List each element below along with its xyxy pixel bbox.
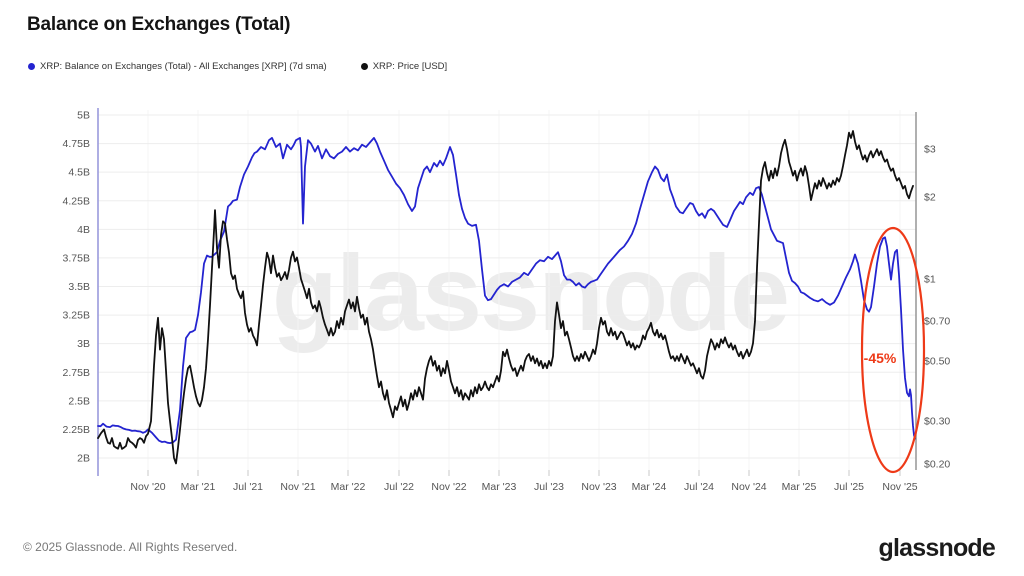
x-tick-label: Mar '22: [331, 481, 366, 493]
right-axis-tick-label: $0.20: [924, 459, 950, 471]
x-tick-label: Nov '20: [130, 481, 165, 493]
right-axis-tick-label: $0.30: [924, 416, 950, 428]
left-axis-tick-label: 3B: [77, 338, 90, 350]
glassnode-logo: glassnode: [878, 534, 996, 562]
chart-legend: XRP: Balance on Exchanges (Total) - All …: [28, 61, 447, 72]
left-axis-tick-label: 2.25B: [63, 424, 90, 436]
legend-dot-price-icon: [360, 63, 368, 70]
x-tick-label: Jul '21: [233, 481, 263, 493]
x-tick-label: Mar '25: [782, 481, 817, 493]
left-axis-tick-label: 3.5B: [68, 281, 90, 293]
x-tick-label: Jul '22: [384, 481, 414, 493]
left-axis-tick-label: 5B: [77, 110, 90, 122]
x-tick-label: Mar '23: [482, 481, 517, 493]
legend-label-balance: XRP: Balance on Exchanges (Total) - All …: [40, 61, 327, 72]
left-axis-tick-label: 2.75B: [63, 367, 90, 379]
balance-line: [97, 136, 916, 445]
left-axis-tick-label: 4.25B: [63, 195, 90, 207]
right-axis-tick-label: $1: [924, 274, 936, 286]
legend-item-balance[interactable]: XRP: Balance on Exchanges (Total) - All …: [28, 61, 327, 72]
left-axis-tick-label: 2.5B: [68, 395, 90, 407]
right-axis-tick-label: $3: [924, 144, 936, 156]
x-tick-label: Jul '25: [834, 481, 864, 493]
left-axis-tick-label: 4.75B: [63, 138, 90, 150]
x-tick-label: Jul '24: [684, 481, 714, 493]
left-axis-tick-label: 2B: [77, 453, 90, 465]
x-tick-label: Nov '22: [431, 481, 466, 493]
x-tick-label: Mar '21: [181, 481, 216, 493]
left-axis-tick-label: 3.75B: [63, 252, 90, 264]
watermark-text: glassnode: [272, 232, 788, 353]
x-tick-label: Nov '21: [280, 481, 315, 493]
left-axis-tick-label: 4.5B: [68, 167, 90, 179]
left-axis-tick-label: 3.25B: [63, 310, 90, 322]
right-axis-tick-label: $0.70: [924, 316, 950, 328]
price-line: [97, 130, 914, 465]
left-axis-tick-label: 4B: [77, 224, 90, 236]
legend-item-price[interactable]: XRP: Price [USD]: [360, 61, 448, 72]
copyright-text: © 2025 Glassnode. All Rights Reserved.: [23, 540, 238, 554]
legend-label-price: XRP: Price [USD]: [372, 61, 448, 72]
drop-highlight-ellipse: [860, 226, 926, 474]
x-tick-label: Nov '25: [882, 481, 917, 493]
x-tick-label: Nov '24: [731, 481, 766, 493]
x-tick-label: Nov '23: [581, 481, 616, 493]
x-tick-label: Mar '24: [632, 481, 667, 493]
right-axis-tick-label: $0.50: [924, 355, 950, 367]
legend-dot-balance-icon: [28, 63, 35, 70]
page-title: Balance on Exchanges (Total): [27, 14, 291, 35]
drop-percent-label: -45%: [864, 350, 897, 366]
right-axis-tick-label: $2: [924, 192, 936, 204]
x-tick-label: Jul '23: [534, 481, 564, 493]
